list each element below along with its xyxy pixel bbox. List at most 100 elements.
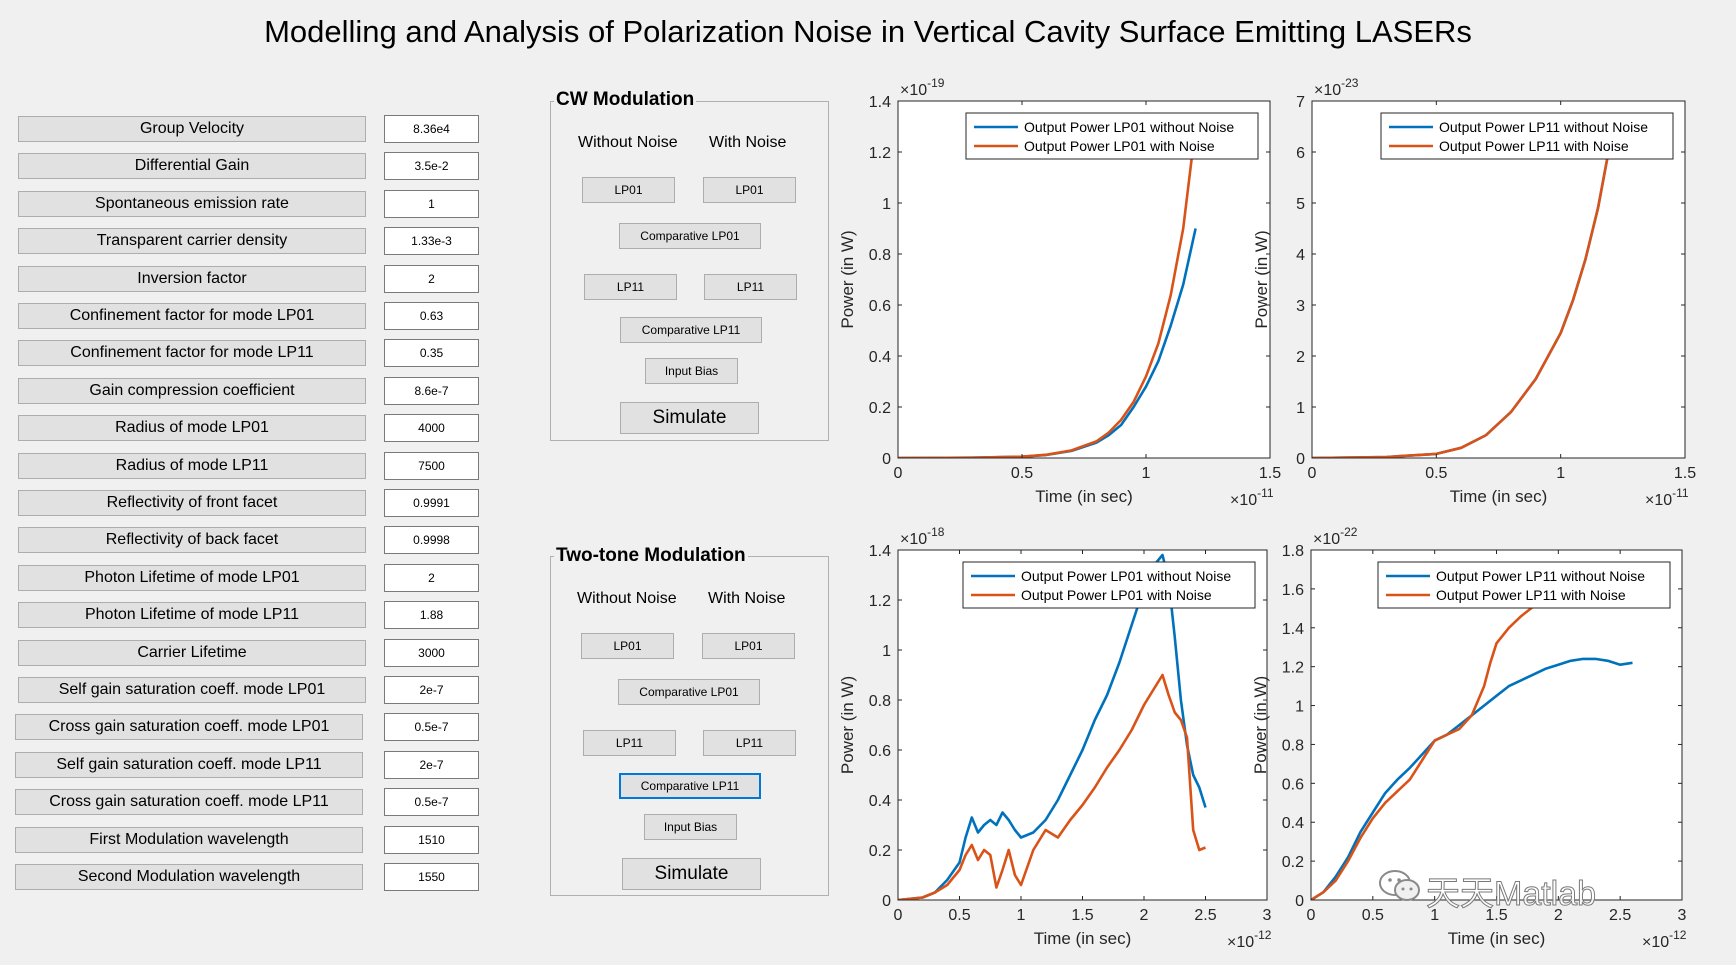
param-value-input[interactable]: 2e-7	[384, 676, 479, 704]
param-value-input[interactable]: 0.63	[384, 302, 479, 330]
cw-lp01-with-noise-button[interactable]: LP01	[703, 177, 796, 203]
cw-lp11-without-noise-button[interactable]: LP11	[584, 274, 677, 300]
y-tick-label: 1.6	[1282, 582, 1304, 599]
x-tick-label: 1	[1017, 907, 1026, 924]
watermark: 天天Matlab	[1425, 875, 1597, 914]
tt-lp11-with-noise-button[interactable]: LP11	[703, 730, 796, 756]
param-value-input[interactable]: 0.35	[384, 339, 479, 367]
tt-simulate-button[interactable]: Simulate	[622, 858, 761, 890]
y-tick-label: 0.4	[869, 349, 891, 366]
cw-without-noise-label: Without Noise	[578, 134, 678, 151]
tt-lp01-with-noise-button[interactable]: LP01	[702, 633, 795, 659]
page-title: Modelling and Analysis of Polarization N…	[264, 14, 1472, 49]
param-label: Self gain saturation coeff. mode LP11	[15, 752, 363, 778]
x-tick-label: 3	[1678, 907, 1687, 924]
tt-comparative-lp11-button[interactable]: Comparative LP11	[619, 773, 761, 799]
y-tick-label: 7	[1296, 94, 1305, 111]
tt-input-bias-button[interactable]: Input Bias	[644, 814, 737, 840]
legend-entry: Output Power LP01 without Noise	[1021, 568, 1231, 584]
y-tick-label: 6	[1296, 145, 1305, 162]
y-tick-label: 1.4	[1282, 621, 1304, 638]
param-label: Photon Lifetime of mode LP11	[18, 602, 366, 628]
param-value-input[interactable]: 1550	[384, 863, 479, 891]
x-tick-label: 0.5	[1362, 907, 1384, 924]
cw-input-bias-button[interactable]: Input Bias	[645, 358, 738, 384]
tt-without-noise-label: Without Noise	[577, 590, 677, 607]
param-value-input[interactable]: 1510	[384, 826, 479, 854]
param-value-input[interactable]: 8.6e-7	[384, 377, 479, 405]
cw-lp01-without-noise-button[interactable]: LP01	[582, 177, 675, 203]
y-tick-label: 1	[882, 196, 891, 213]
param-value-input[interactable]: 3.5e-2	[384, 152, 479, 180]
y-axis-label: Power (in W)	[1251, 676, 1270, 774]
param-label: Self gain saturation coeff. mode LP01	[18, 677, 366, 703]
param-label: Confinement factor for mode LP01	[18, 303, 366, 329]
y-tick-label: 0.8	[1282, 737, 1304, 754]
y-tick-label: 0.4	[869, 793, 891, 810]
x-axis-label: Time (in sec)	[1035, 487, 1133, 506]
cw-comparative-lp11-button[interactable]: Comparative LP11	[620, 317, 762, 343]
x-tick-label: 0	[1308, 465, 1317, 482]
param-label: Cross gain saturation coeff. mode LP11	[15, 789, 363, 815]
plot-area	[898, 101, 1270, 458]
two-tone-modulation-title: Two-tone Modulation	[554, 545, 748, 567]
param-value-input[interactable]: 1.88	[384, 601, 479, 629]
cw-lp11-with-noise-button[interactable]: LP11	[704, 274, 797, 300]
y-tick-label: 1.2	[869, 593, 891, 610]
y-axis-label: Power (in W)	[838, 676, 857, 774]
x-tick-label: 0.5	[1011, 465, 1033, 482]
y-tick-label: 0	[882, 451, 891, 468]
legend-entry: Output Power LP01 with Noise	[1024, 138, 1215, 154]
tt-comparative-lp01-button[interactable]: Comparative LP01	[618, 679, 760, 705]
param-value-input[interactable]: 7500	[384, 452, 479, 480]
tt-lp11-without-noise-button[interactable]: LP11	[583, 730, 676, 756]
param-value-input[interactable]: 2e-7	[384, 751, 479, 779]
x-tick-label: 2.5	[1609, 907, 1631, 924]
x-tick-label: 1	[1430, 907, 1439, 924]
y-tick-label: 0.6	[1282, 776, 1304, 793]
axes-frame	[1311, 100, 1686, 459]
cw-comparative-lp01-button[interactable]: Comparative LP01	[619, 223, 761, 249]
param-value-input[interactable]: 0.5e-7	[384, 713, 479, 741]
y-tick-label: 1.4	[869, 543, 891, 560]
axes-frame	[897, 100, 1271, 459]
y-tick-label: 5	[1296, 196, 1305, 213]
tt-lp01-without-noise-button[interactable]: LP01	[581, 633, 674, 659]
y-tick-label: 1.8	[1282, 543, 1304, 560]
param-value-input[interactable]: 0.9998	[384, 526, 479, 554]
y-tick-label: 1	[1296, 400, 1305, 417]
y-tick-label: 0.2	[869, 400, 891, 417]
y-tick-label: 0	[1295, 893, 1304, 910]
x-tick-label: 0	[894, 465, 903, 482]
param-value-input[interactable]: 0.9991	[384, 489, 479, 517]
x-axis-label: Time (in sec)	[1448, 929, 1546, 948]
y-axis-label: Power (in W)	[838, 230, 857, 328]
legend-entry: Output Power LP11 with Noise	[1439, 138, 1629, 154]
param-value-input[interactable]: 3000	[384, 639, 479, 667]
x-tick-label: 0	[894, 907, 903, 924]
x-tick-label: 1.5	[1071, 907, 1093, 924]
param-value-input[interactable]: 1.33e-3	[384, 227, 479, 255]
param-label: Inversion factor	[18, 266, 366, 292]
param-value-input[interactable]: 2	[384, 564, 479, 592]
param-value-input[interactable]: 1	[384, 190, 479, 218]
param-value-input[interactable]: 2	[384, 265, 479, 293]
param-label: Radius of mode LP01	[18, 415, 366, 441]
x-tick-label: 1	[1556, 465, 1565, 482]
y-tick-label: 0	[1296, 451, 1305, 468]
series-line-with-noise	[1312, 141, 1612, 458]
param-value-input[interactable]: 8.36e4	[384, 115, 479, 143]
param-label: Transparent carrier density	[18, 228, 366, 254]
param-label: Spontaneous emission rate	[18, 191, 366, 217]
param-label: Photon Lifetime of mode LP01	[18, 565, 366, 591]
y-tick-label: 2	[1296, 349, 1305, 366]
plot-area	[1312, 101, 1685, 458]
param-value-input[interactable]: 0.5e-7	[384, 788, 479, 816]
y-tick-label: 1.2	[869, 145, 891, 162]
param-value-input[interactable]: 4000	[384, 414, 479, 442]
cw-simulate-button[interactable]: Simulate	[620, 402, 759, 434]
legend-box	[1377, 561, 1671, 609]
series-line-without-noise	[898, 553, 1207, 900]
